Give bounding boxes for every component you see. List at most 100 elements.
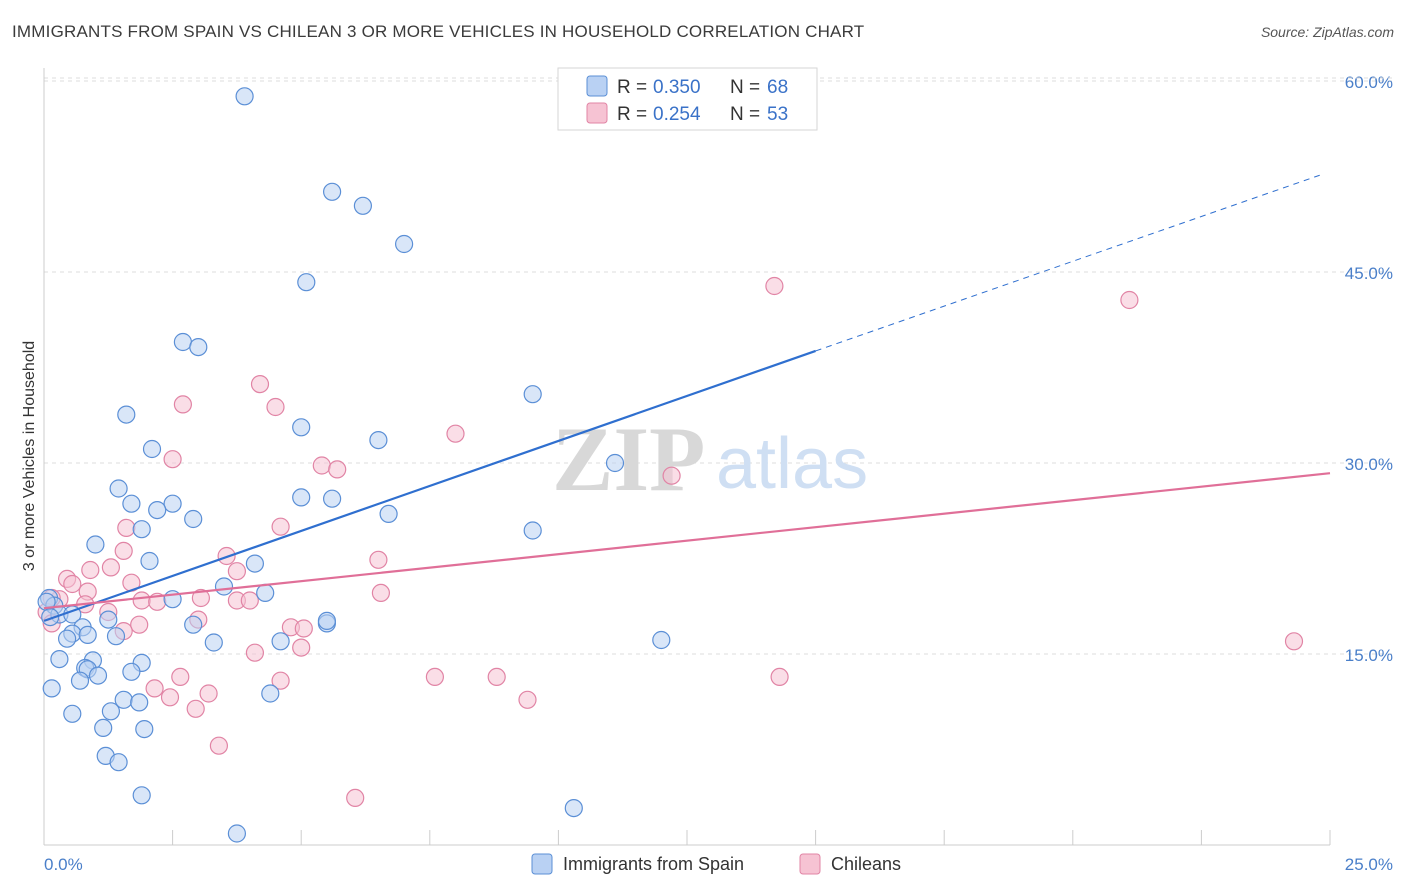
spain-point (523, 521, 542, 540)
chilean-point (160, 688, 180, 707)
legend-swatch-chileans (586, 102, 608, 124)
chilean-point (63, 574, 82, 594)
bottom-legend: Immigrants from Spain Chileans (531, 853, 901, 875)
bottom-legend-swatch-chileans (799, 853, 821, 875)
x-tick-label-max: 25.0% (1345, 855, 1393, 874)
spain-point (245, 554, 264, 573)
spain-point (50, 649, 69, 669)
chilean-point (662, 466, 681, 485)
spain-point (94, 718, 113, 738)
spain-point (142, 439, 162, 459)
legend-n-label-chileans: N = (730, 104, 760, 125)
spain-point (184, 615, 203, 634)
spain-point (189, 338, 208, 357)
chilean-point (186, 699, 205, 718)
chilean-point (446, 424, 465, 443)
y-tick-label: 45.0% (1345, 264, 1393, 283)
chilean-point (292, 638, 311, 657)
spain-point (117, 405, 136, 424)
y-tick-label: 15.0% (1345, 646, 1393, 665)
spain-point (235, 87, 254, 106)
series-spain-points (37, 87, 671, 843)
chilean-point (117, 518, 136, 538)
chilean-point (425, 667, 444, 687)
spain-point (163, 494, 182, 513)
spain-point (109, 479, 128, 498)
chilean-point (266, 397, 285, 417)
trend-line-spain (43, 349, 816, 622)
chilean-point (312, 456, 331, 475)
chilean-point (173, 395, 192, 414)
spain-point (130, 693, 149, 712)
legend-n-value-spain: 68 (767, 77, 788, 98)
spain-point (63, 704, 82, 723)
bottom-legend-swatch-spain (531, 853, 553, 875)
spain-point (122, 662, 141, 681)
spain-point (379, 504, 398, 524)
chilean-point (518, 690, 537, 709)
source-label: Source: ZipAtlas.com (1260, 24, 1394, 40)
legend-r-value-spain: 0.350 (653, 77, 701, 98)
legend-r-label-chileans: R = (617, 104, 647, 125)
spain-point (204, 633, 223, 652)
spain-point (135, 719, 154, 739)
spain-point (353, 196, 372, 215)
spain-point (292, 418, 311, 437)
legend-r-label-spain: R = (617, 77, 647, 98)
chilean-point (487, 667, 506, 687)
series-chileans-points (37, 276, 1304, 808)
chilean-point (1284, 632, 1304, 651)
chilean-point (765, 276, 784, 296)
y-tick-label: 60.0% (1345, 73, 1393, 92)
chilean-point (346, 788, 365, 808)
spain-point (369, 431, 388, 450)
spain-point (297, 273, 316, 292)
chilean-point (271, 517, 290, 536)
x-tick-label-min: 0.0% (44, 855, 83, 874)
spain-point (271, 632, 290, 651)
chilean-point (250, 375, 270, 394)
legend-n-value-chileans: 53 (767, 104, 788, 125)
chilean-point (227, 562, 246, 581)
chilean-point (271, 671, 290, 690)
chilean-point (371, 583, 390, 603)
legend-r-value-chileans: 0.254 (653, 104, 701, 125)
spain-point (88, 666, 108, 685)
chilean-point (1120, 290, 1139, 310)
legend-n-label-spain: N = (730, 77, 760, 98)
chilean-point (163, 450, 182, 469)
chilean-point (130, 615, 149, 634)
spain-point (148, 501, 167, 520)
spain-point (132, 786, 151, 805)
axes (43, 68, 1331, 846)
watermark-zip: ZIP (552, 408, 705, 510)
chilean-point (199, 684, 218, 703)
watermark: ZIP atlas (552, 408, 868, 510)
spain-point (70, 671, 90, 690)
spain-point (42, 679, 61, 698)
spain-point (78, 625, 97, 645)
bottom-legend-label-spain: Immigrants from Spain (563, 854, 744, 874)
spain-point (261, 684, 280, 703)
chilean-point (145, 679, 164, 698)
spain-point (256, 583, 275, 603)
legend-swatch-spain (586, 75, 608, 97)
legend-box: R = 0.350 N = 68 R = 0.254 N = 53 (557, 67, 818, 131)
spain-point (564, 798, 583, 818)
spain-point (99, 610, 118, 629)
y-axis-title: 3 or more Vehicles in Household (21, 341, 38, 571)
spain-point (317, 611, 336, 631)
chilean-point (132, 591, 151, 610)
chilean-point (294, 619, 313, 638)
chilean-point (101, 558, 121, 577)
spain-point (86, 535, 105, 554)
chilean-point (770, 667, 789, 687)
bottom-legend-label-chileans: Chileans (831, 854, 901, 874)
chilean-point (171, 667, 190, 687)
y-tick-label: 30.0% (1345, 455, 1393, 474)
chilean-point (114, 541, 133, 561)
chilean-point (81, 560, 100, 580)
trend-line-chileans (43, 472, 1331, 610)
spain-point (132, 520, 151, 539)
